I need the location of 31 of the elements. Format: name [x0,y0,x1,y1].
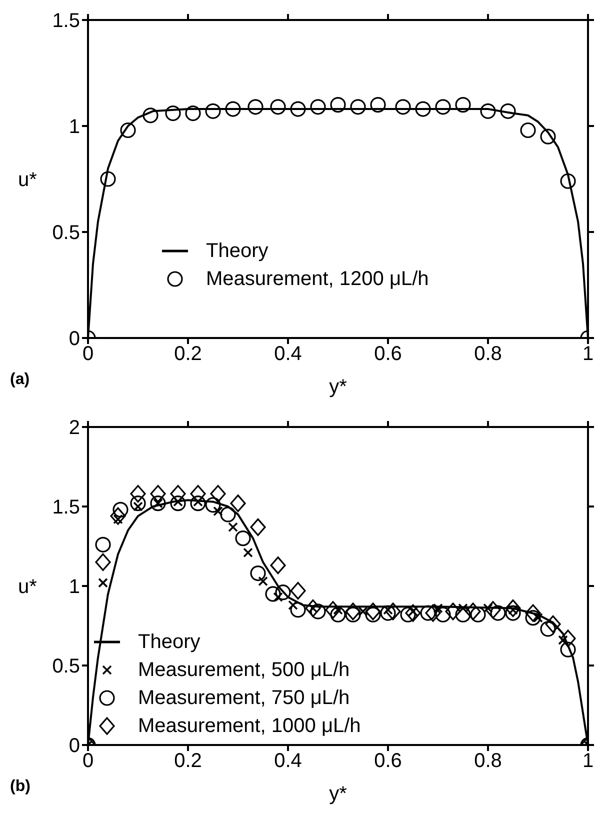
text: (b) [10,778,30,796]
x-tick-label: 1 [582,750,594,772]
y-tick-label: 1.5 [52,496,80,519]
x-tick-label: 0.2 [174,750,202,772]
legend-label: Measurement, 500 μL/h [138,658,350,683]
y-tick-label: 0 [68,328,80,350]
y-axis-title: u* [18,576,38,598]
y-tick-label: 0.5 [52,222,80,244]
y-tick-label: 0.5 [52,656,80,678]
x-tick-label: 0.4 [274,750,302,772]
x-tick-label: 0.2 [174,343,202,366]
legend-label: Theory [206,239,268,264]
x-tick-label: 0.8 [474,343,502,366]
y-tick-label: 0 [68,735,80,758]
x-axis-title: y* [329,376,348,398]
x-tick-label: 0.4 [274,343,302,366]
y-tick-label: 1 [68,116,80,138]
y-tick-label: 2 [68,417,80,440]
legend-label: Measurement, 1000 μL/h [138,714,361,739]
legend-label: Measurement, 750 μL/h [138,686,350,711]
legend-label: Measurement, 1200 μL/h [206,267,429,292]
legend-label: Theory [138,630,200,655]
y-tick-label: 1 [68,576,80,598]
x-tick-label: 0.6 [374,750,402,772]
text: (a) [10,371,30,389]
x-tick-label: 0.6 [374,343,402,366]
x-tick-label: 0.8 [474,750,502,772]
x-axis-title: y* [329,783,348,805]
y-axis-title: u* [18,169,38,192]
y-tick-label: 1.5 [52,10,80,32]
x-tick-label: 1 [582,343,594,366]
